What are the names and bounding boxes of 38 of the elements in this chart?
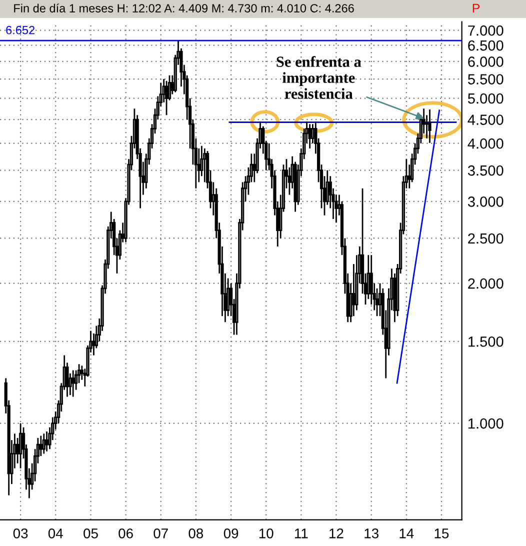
- candlestick: [375, 288, 379, 317]
- x-tick-label: 08: [188, 528, 204, 538]
- y-tick-label: 4.500: [468, 114, 504, 125]
- text: P: [472, 4, 480, 13]
- y-tick-label: 1.000: [468, 418, 504, 429]
- candlestick: [164, 80, 168, 116]
- y-tick-label: 5.000: [468, 93, 504, 104]
- x-tick-label: 14: [400, 528, 414, 538]
- candlestick: [308, 123, 312, 150]
- x-tick-label: 05: [84, 528, 98, 538]
- y-tick-label: 3.500: [468, 165, 504, 176]
- y-tick-label: 3.000: [468, 196, 504, 207]
- ref-line-label: 6.652: [6, 26, 34, 34]
- candlestick: [42, 432, 46, 454]
- x-tick-label: 03: [13, 528, 28, 538]
- x-tick-label: 04: [48, 528, 63, 538]
- candlestick: [18, 422, 22, 470]
- x-tick-label: 15: [434, 528, 449, 538]
- y-tick-label: 7.000: [468, 25, 504, 36]
- y-tick-label: 2.000: [468, 278, 504, 289]
- x-tick-label: 10: [259, 528, 274, 538]
- x-tick-label: 11: [295, 528, 308, 538]
- candlestick: [72, 370, 75, 398]
- x-tick-label: 13: [364, 528, 378, 538]
- x-tick-label: 12: [330, 528, 344, 538]
- candlestick: [45, 430, 48, 452]
- chart-title: Fin de día 1 meses H: 12:02 A: 4.409 M: 4.730 m: 4.010 C: 4.266: [14, 4, 354, 12]
- y-tick-label: 1.500: [468, 336, 504, 347]
- y-tick-label: 5.500: [468, 74, 504, 84]
- y-tick-label: 2.500: [468, 233, 504, 244]
- y-tick-label: 6.000: [468, 56, 504, 67]
- y-tick-label: 4.000: [468, 138, 504, 149]
- x-tick-label: 06: [118, 528, 133, 538]
- x-tick-label: 07: [154, 528, 168, 538]
- annotation: Se enfrenta a importante resistencia: [276, 56, 362, 99]
- y-tick-label: 6.500: [468, 40, 504, 51]
- candlestick: [428, 108, 432, 144]
- x-tick-label: 09: [224, 528, 238, 538]
